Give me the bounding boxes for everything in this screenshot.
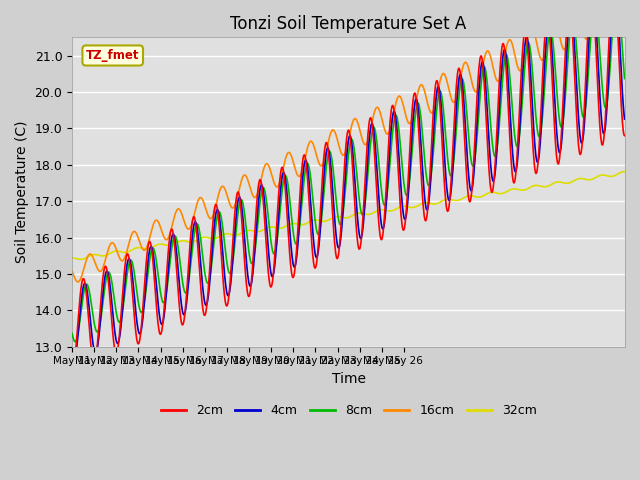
Y-axis label: Soil Temperature (C): Soil Temperature (C) <box>15 121 29 263</box>
Text: TZ_fmet: TZ_fmet <box>86 49 140 62</box>
X-axis label: Time: Time <box>332 372 365 386</box>
Title: Tonzi Soil Temperature Set A: Tonzi Soil Temperature Set A <box>230 15 467 33</box>
Legend: 2cm, 4cm, 8cm, 16cm, 32cm: 2cm, 4cm, 8cm, 16cm, 32cm <box>156 399 541 422</box>
